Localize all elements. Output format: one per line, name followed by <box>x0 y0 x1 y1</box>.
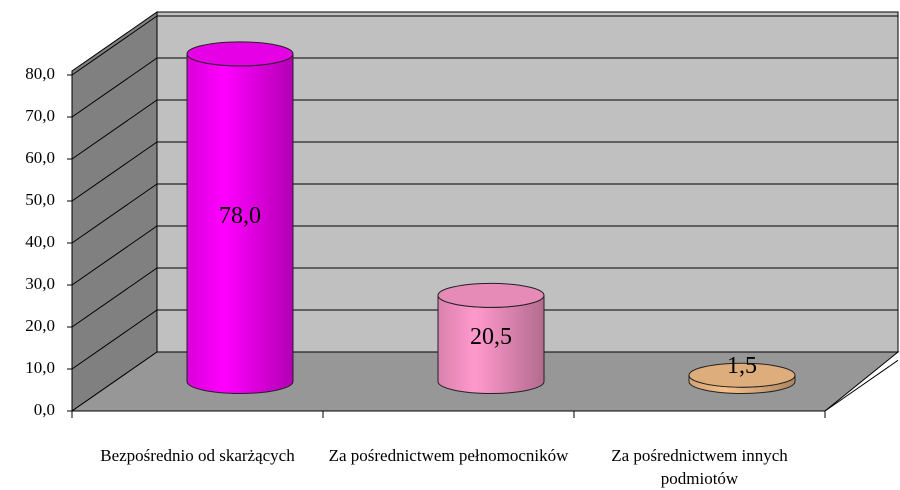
x-tick-label: Za pośrednictwem pełnomocników <box>328 446 569 465</box>
y-tick-label: 0,0 <box>34 400 55 419</box>
x-tick-label: Bezpośrednio od skarżących <box>100 446 295 465</box>
y-tick-label: 70,0 <box>25 106 55 125</box>
value-label: 1,5 <box>727 353 757 379</box>
grid-line <box>71 267 158 328</box>
y-tick-label: 20,0 <box>25 316 55 335</box>
grid-line <box>71 225 158 286</box>
cylinder-top <box>437 282 545 308</box>
grid-line <box>71 183 158 244</box>
y-tick-label: 50,0 <box>25 190 55 209</box>
cylinder-top <box>186 41 294 67</box>
y-tick-label: 10,0 <box>25 358 55 377</box>
x-tick-label: Za pośrednictwem innych podmiotów <box>611 446 788 488</box>
cylinder-top <box>688 362 796 388</box>
y-tick-label: 80,0 <box>25 64 55 83</box>
value-label: 20,5 <box>470 324 512 350</box>
floor-edge <box>824 359 899 412</box>
value-label: 78,0 <box>219 203 261 229</box>
grid-line <box>71 309 158 370</box>
grid-line <box>71 141 158 202</box>
y-tick-label: 40,0 <box>25 232 55 251</box>
left-wall <box>71 11 158 412</box>
grid-line <box>71 15 158 76</box>
grid-line <box>71 99 158 160</box>
y-tick-label: 60,0 <box>25 148 55 167</box>
grid-line <box>71 57 158 118</box>
y-tick-label: 30,0 <box>25 274 55 293</box>
